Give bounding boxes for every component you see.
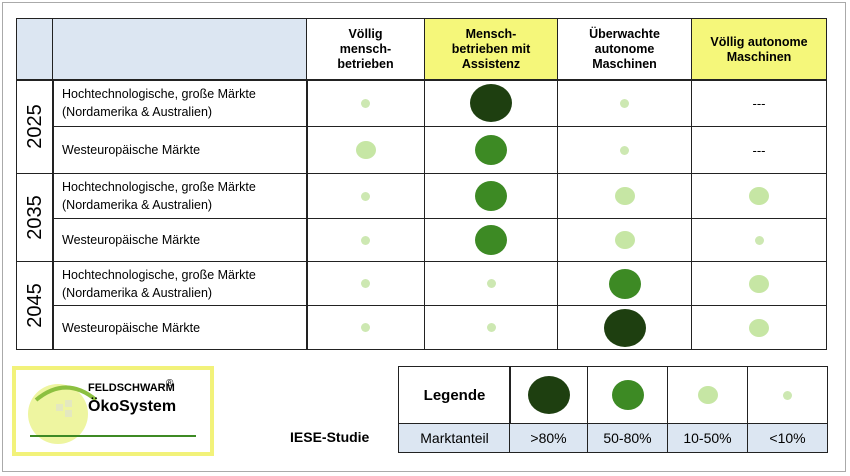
cell [424, 126, 558, 174]
source: IESE-Studie [290, 429, 370, 445]
logo-arc [34, 385, 98, 402]
year: 2045 [23, 283, 46, 328]
logo-square [56, 404, 63, 411]
cell [424, 305, 558, 350]
cell [306, 126, 425, 174]
legend-dot [611, 380, 644, 410]
logo-name: ÖkoSystem [88, 398, 177, 415]
legend-label: 10-50% [667, 423, 748, 453]
share-dot [361, 235, 370, 245]
cell [306, 305, 425, 350]
share-dot [749, 187, 769, 205]
legend-dot [527, 376, 570, 414]
cell: --- [691, 126, 827, 174]
legend-label: >80% [509, 423, 588, 453]
share-dot [608, 268, 641, 299]
share-dot [749, 318, 769, 337]
cell [557, 79, 692, 127]
cell [557, 126, 692, 174]
legend-label: <10% [747, 423, 828, 453]
share-dot [470, 84, 512, 122]
year-cell: 2045 [16, 261, 54, 350]
header-cell [16, 18, 54, 81]
logo-square [65, 400, 72, 407]
year-cell: 2025 [16, 79, 54, 174]
share-dot [486, 279, 496, 288]
column-header: Völlig mensch- betrieben [306, 18, 425, 81]
logo-square [65, 410, 72, 417]
legend-cell [587, 366, 668, 424]
logo-graphic [28, 384, 196, 444]
header-cell [52, 18, 308, 81]
cell [424, 261, 558, 306]
legend-dot [697, 386, 718, 404]
share-dot [749, 274, 769, 293]
legend-cell [509, 366, 588, 424]
share-dot [361, 279, 370, 288]
cell: --- [691, 79, 827, 127]
share-dot [361, 98, 370, 108]
cell [557, 173, 692, 219]
share-dot [614, 187, 635, 205]
cell [306, 261, 425, 306]
share-dot [361, 323, 370, 332]
legend-dot [783, 390, 792, 400]
row-label: Westeuropäische Märkte [52, 305, 308, 350]
cell [424, 218, 558, 262]
row-label: Westeuropäische Märkte [52, 218, 308, 262]
share-dot [620, 98, 629, 108]
row-label: Hochtechnologische, große Märkte (Nordam… [52, 79, 308, 127]
column-header: Mensch- betrieben mit Assistenz [424, 18, 558, 81]
logo-mark: ® [166, 378, 174, 389]
share-dot [620, 145, 629, 155]
cell [691, 305, 827, 350]
cell [691, 218, 827, 262]
logo-brand: FELDSCHWARM [88, 382, 175, 394]
column-header: Völlig autonome Maschinen [691, 18, 827, 81]
legend-cell [667, 366, 748, 424]
year-cell: 2035 [16, 173, 54, 262]
share-dot [486, 323, 496, 332]
legend-label: 50-80% [587, 423, 668, 453]
cell [306, 218, 425, 262]
cell [424, 173, 558, 219]
cell [557, 218, 692, 262]
share-dot [355, 141, 376, 159]
cell [557, 305, 692, 350]
row-label: Westeuropäische Märkte [52, 126, 308, 174]
share-dot [361, 191, 370, 201]
logo: FELDSCHWARM ® ÖkoSystem [12, 366, 214, 456]
share-dot [614, 231, 635, 249]
cell [557, 261, 692, 306]
cell [306, 173, 425, 219]
cell-text: --- [752, 142, 766, 158]
year: 2035 [23, 195, 46, 240]
legend-cell [747, 366, 828, 424]
legend-title: Legende [398, 366, 511, 424]
column-header: Überwachte autonome Maschinen [557, 18, 692, 81]
share-dot [475, 225, 507, 255]
share-dot [475, 181, 507, 211]
legend-header: Marktanteil [398, 423, 511, 453]
cell-text: --- [752, 95, 766, 111]
cell [424, 79, 558, 127]
share-dot [475, 135, 507, 165]
share-dot [754, 235, 764, 245]
cell [691, 173, 827, 219]
row-label: Hochtechnologische, große Märkte (Nordam… [52, 261, 308, 306]
logo-circle [28, 384, 88, 444]
share-dot [603, 308, 646, 347]
cell [691, 261, 827, 306]
cell [306, 79, 425, 127]
year: 2025 [23, 104, 46, 149]
row-label: Hochtechnologische, große Märkte (Nordam… [52, 173, 308, 219]
